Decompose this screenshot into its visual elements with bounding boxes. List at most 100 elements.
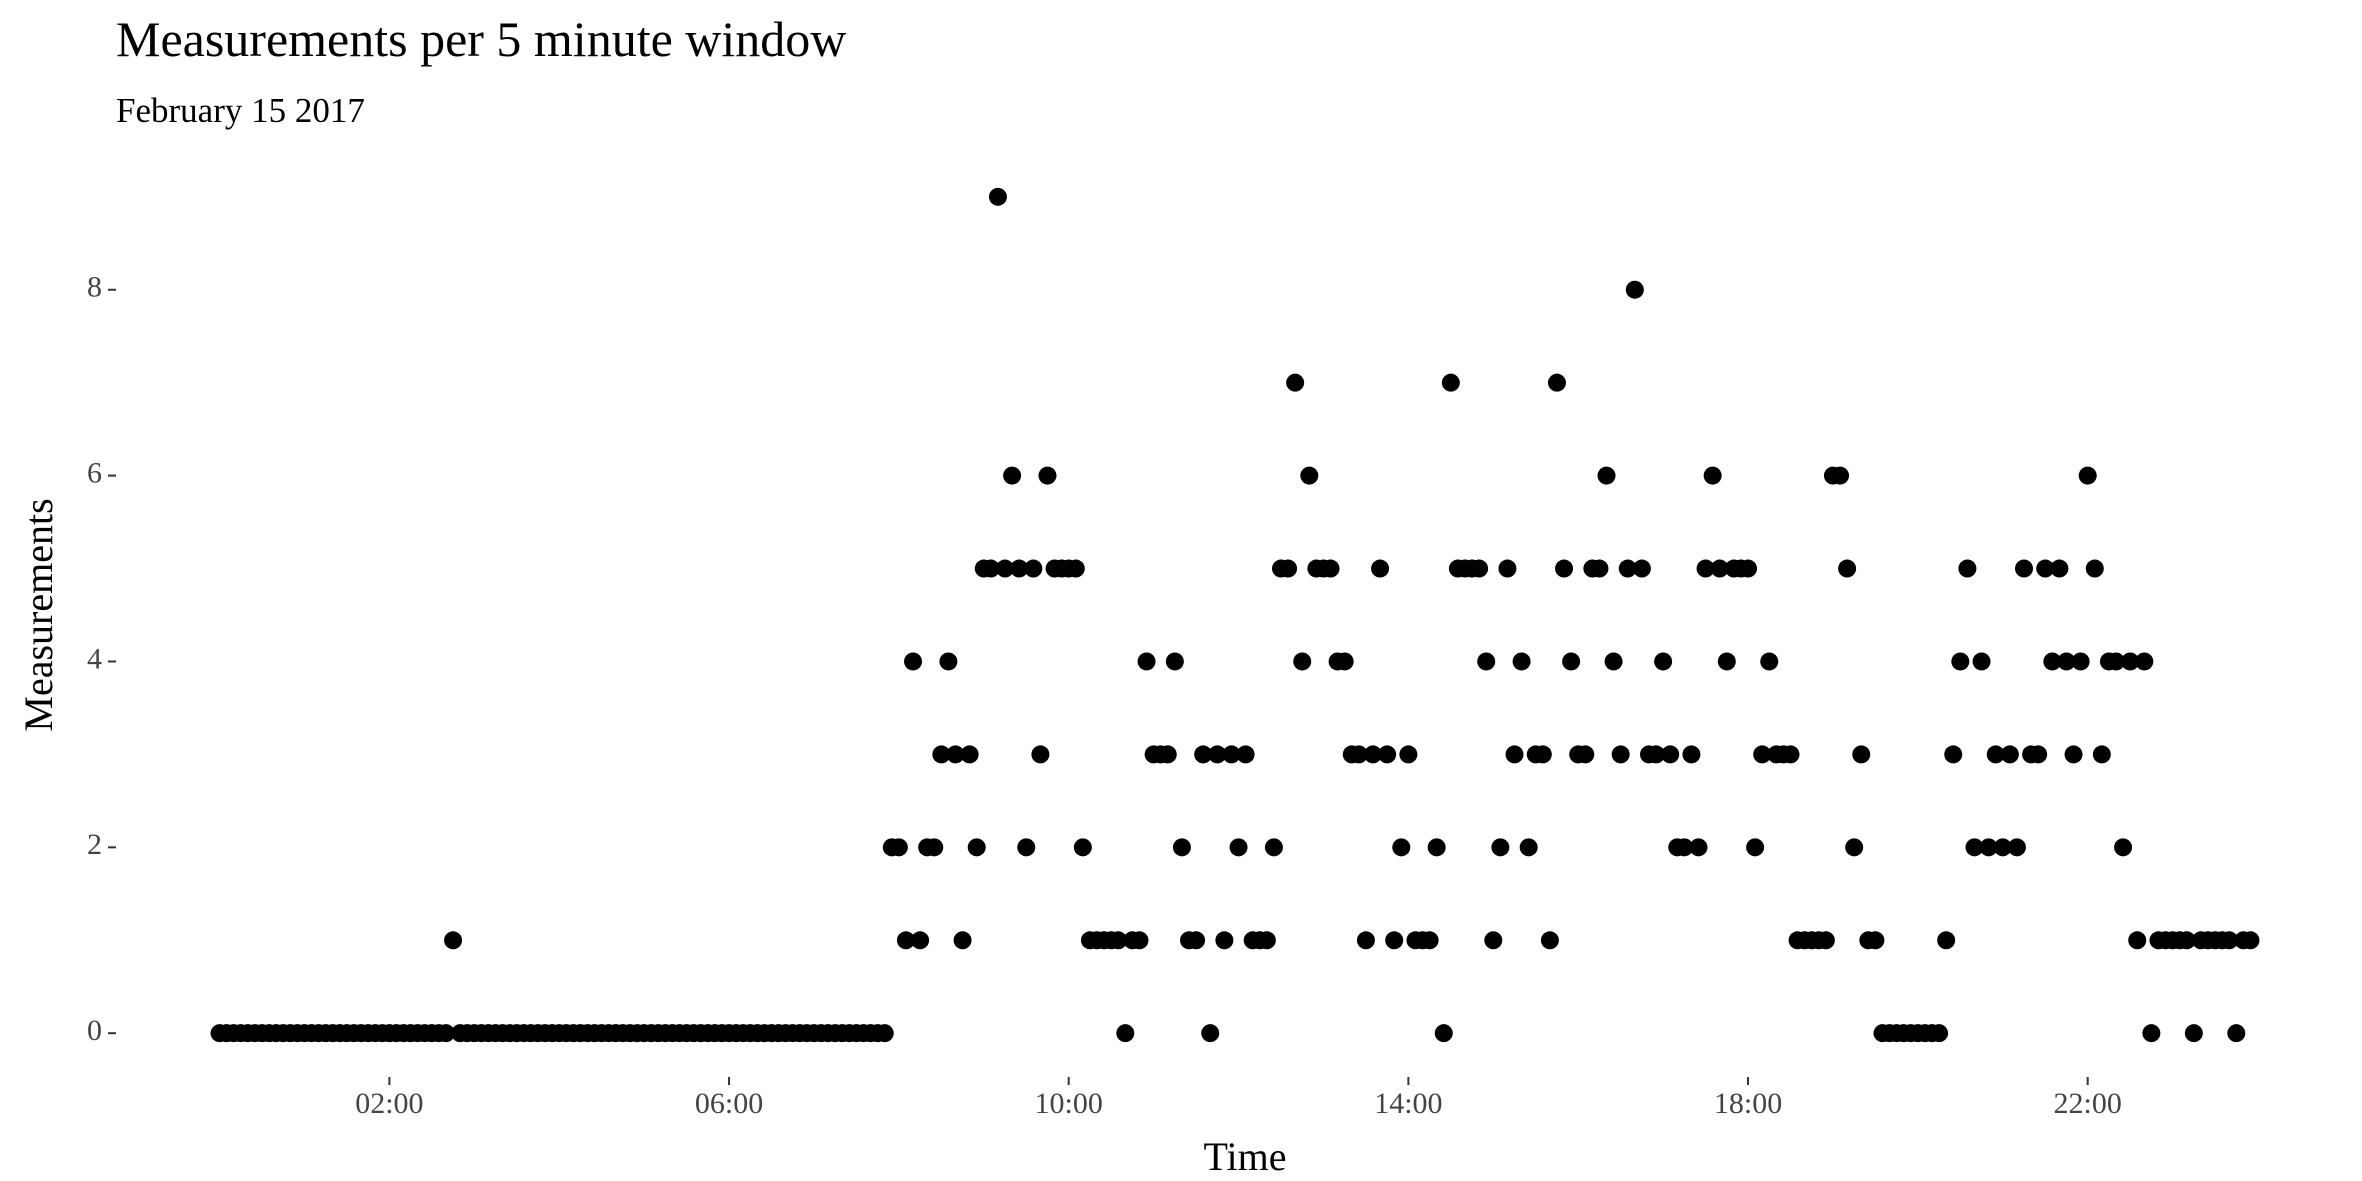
point (1335, 652, 1354, 671)
y-tick-label: 8 (87, 271, 102, 304)
point (1371, 559, 1390, 578)
point (1300, 466, 1319, 485)
point (1838, 559, 1857, 578)
point (1781, 745, 1800, 764)
x-tick-label: 06:00 (695, 1087, 763, 1120)
point (2241, 931, 2260, 950)
point (1130, 931, 1149, 950)
point (1293, 652, 1312, 671)
point (2135, 652, 2154, 671)
point (1038, 466, 1057, 485)
point (904, 652, 923, 671)
point (996, 559, 1015, 578)
x-tick-label: 10:00 (1035, 1087, 1103, 1120)
point (436, 1024, 455, 1043)
point (1441, 373, 1460, 392)
point (2142, 1024, 2161, 1043)
point (1576, 745, 1595, 764)
point (2000, 745, 2019, 764)
point (1385, 931, 1404, 950)
point (1654, 652, 1673, 671)
point (1590, 559, 1609, 578)
point (2043, 652, 2062, 671)
x-tick-label: 22:00 (2054, 1087, 2122, 1120)
point (981, 559, 1000, 578)
point (2092, 745, 2111, 764)
point (1632, 559, 1651, 578)
y-tick-label: 2 (87, 828, 102, 861)
point (1746, 838, 1765, 857)
point (1547, 373, 1566, 392)
point (1760, 652, 1779, 671)
point (1399, 745, 1418, 764)
point (1555, 559, 1574, 578)
point (1611, 745, 1630, 764)
point (1852, 745, 1871, 764)
point (1618, 559, 1637, 578)
point (1257, 931, 1276, 950)
point (2128, 931, 2147, 950)
point (1930, 1024, 1949, 1043)
point (2036, 559, 2055, 578)
point (1937, 931, 1956, 950)
point (1420, 931, 1439, 950)
point (896, 931, 915, 950)
point (1279, 559, 1298, 578)
point (1816, 931, 1835, 950)
point (1831, 466, 1850, 485)
point (1201, 1024, 1220, 1043)
point (2114, 838, 2133, 857)
y-axis-title: Measurements (16, 498, 61, 731)
point (1675, 838, 1694, 857)
point (1073, 838, 1092, 857)
point (2085, 559, 2104, 578)
point (889, 838, 908, 857)
point (911, 931, 930, 950)
point (1484, 931, 1503, 950)
point (1003, 466, 1022, 485)
point (1066, 559, 1085, 578)
point (1519, 838, 1538, 857)
point (988, 187, 1007, 206)
point (1031, 745, 1050, 764)
point (1286, 373, 1305, 392)
chart-subtitle: February 15 2017 (116, 91, 365, 130)
point (1017, 838, 1036, 857)
point (953, 931, 972, 950)
point (1158, 745, 1177, 764)
point (1696, 559, 1715, 578)
point (1739, 559, 1758, 578)
point (1505, 745, 1524, 764)
point (1378, 745, 1397, 764)
point (1434, 1024, 1453, 1043)
x-tick-label: 18:00 (1714, 1087, 1782, 1120)
point (1427, 838, 1446, 857)
point (1363, 745, 1382, 764)
point (2057, 652, 2076, 671)
point (1024, 559, 1043, 578)
chart-title: Measurements per 5 minute window (116, 11, 846, 67)
point (1979, 838, 1998, 857)
point (1986, 745, 2005, 764)
point (1703, 466, 1722, 485)
point (2107, 652, 2126, 671)
point (1356, 931, 1375, 950)
point (2064, 745, 2083, 764)
point (1165, 652, 1184, 671)
point (1512, 652, 1531, 671)
point (1321, 559, 1340, 578)
point (2007, 838, 2026, 857)
point (1194, 745, 1213, 764)
point (1866, 931, 1885, 950)
point (932, 745, 951, 764)
point (1661, 745, 1680, 764)
x-tick-label: 14:00 (1374, 1087, 1442, 1120)
point (1498, 559, 1517, 578)
point (1109, 931, 1128, 950)
point (1540, 931, 1559, 950)
point (2184, 1024, 2203, 1043)
point (1682, 745, 1701, 764)
point (946, 745, 965, 764)
y-tick-label: 4 (87, 642, 102, 675)
point (1533, 745, 1552, 764)
